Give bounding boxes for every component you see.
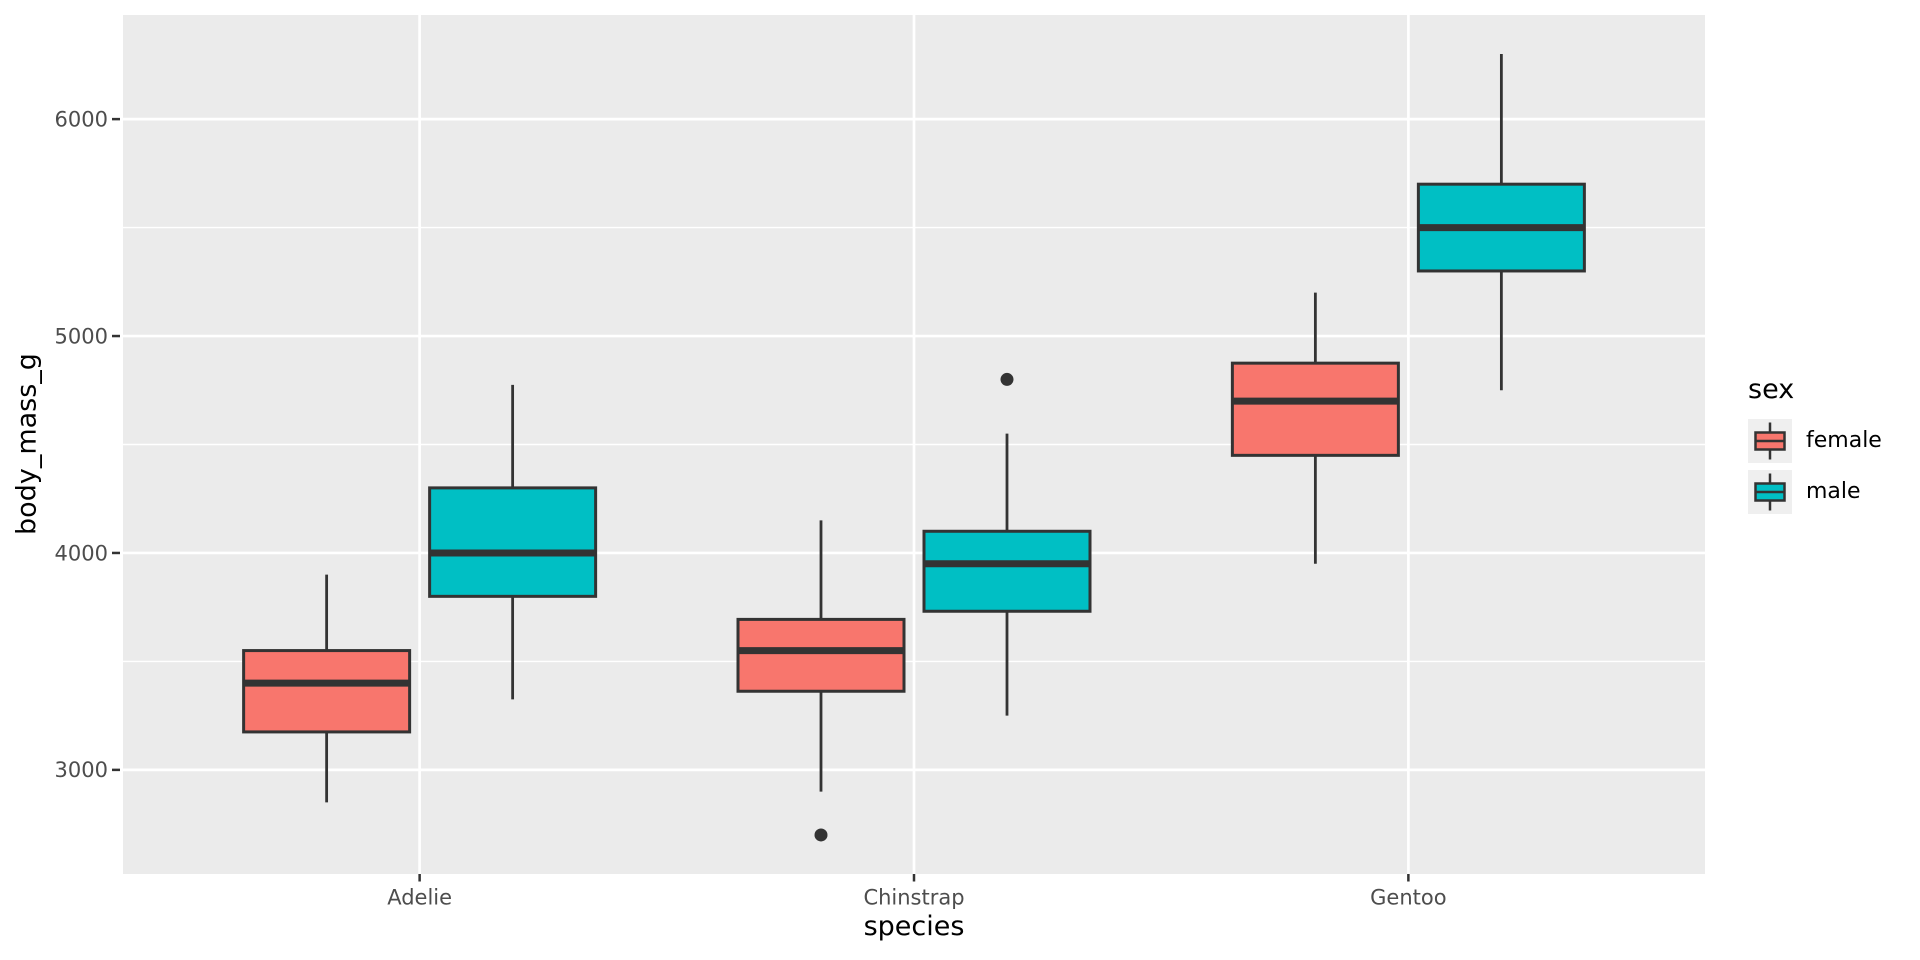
y-tick-label-3000: 3000 bbox=[55, 758, 108, 782]
x-axis-title: species bbox=[863, 911, 965, 942]
box-gentoo-female bbox=[1230, 361, 1400, 457]
box-adelie-male bbox=[428, 486, 598, 598]
legend: sex female male bbox=[1748, 375, 1882, 521]
outlier-chinstrap-female-2700 bbox=[814, 828, 828, 842]
legend-title: sex bbox=[1748, 374, 1795, 405]
box-chinstrap-female bbox=[736, 617, 906, 693]
legend-key-female-icon bbox=[1748, 418, 1792, 463]
legend-key-male-icon bbox=[1748, 469, 1792, 514]
y-axis-title: body_mass_g bbox=[11, 353, 43, 535]
outlier-chinstrap-male-4800 bbox=[1000, 372, 1014, 386]
legend-item-female: female bbox=[1748, 418, 1882, 463]
y-tick-label-4000: 4000 bbox=[55, 541, 108, 565]
y-tick-label-5000: 5000 bbox=[55, 324, 108, 348]
legend-item-male: male bbox=[1748, 469, 1882, 514]
x-tick-label-gentoo: Gentoo bbox=[1370, 885, 1446, 909]
legend-label-female: female bbox=[1806, 427, 1882, 453]
legend-label-male: male bbox=[1806, 478, 1861, 504]
box-adelie-female bbox=[242, 649, 412, 734]
x-tick-label-adelie: Adelie bbox=[387, 885, 452, 909]
x-tick-label-chinstrap: Chinstrap bbox=[863, 885, 964, 909]
box-chinstrap-male bbox=[922, 529, 1092, 613]
y-tick-label-6000: 6000 bbox=[55, 107, 108, 131]
